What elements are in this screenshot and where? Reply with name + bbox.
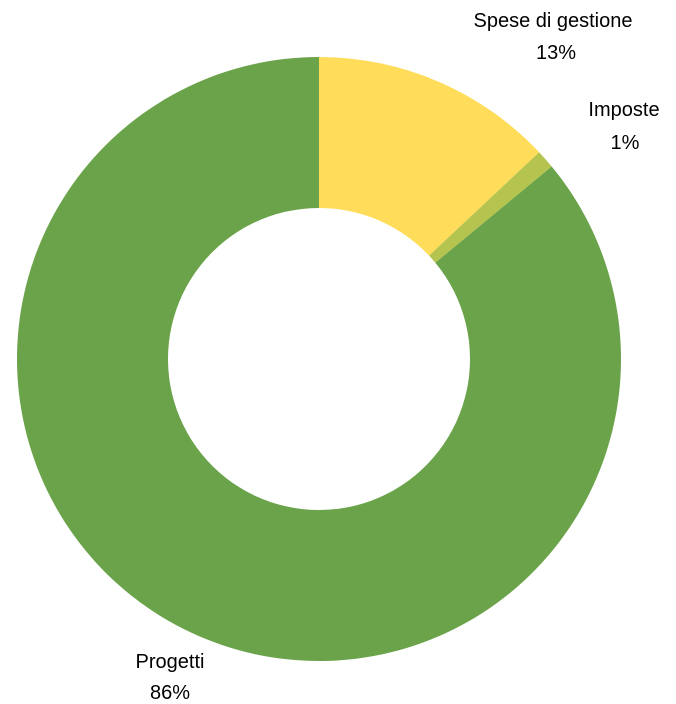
labels-group: Spese di gestione 13% Imposte 1% Progett… [136,10,660,704]
label-progetti-value: 86% [150,682,190,704]
slices-group [16,57,622,661]
label-imposte-name: Imposte [588,99,659,121]
label-spese-di-gestione-name: Spese di gestione [473,10,632,32]
label-spese-di-gestione-value: 13% [536,42,576,64]
slice-spese-di-gestione [319,57,540,256]
slice-progetti [16,57,622,661]
slice-imposte [429,152,552,263]
label-imposte-value: 1% [611,132,640,154]
label-progetti-name: Progetti [136,651,205,673]
